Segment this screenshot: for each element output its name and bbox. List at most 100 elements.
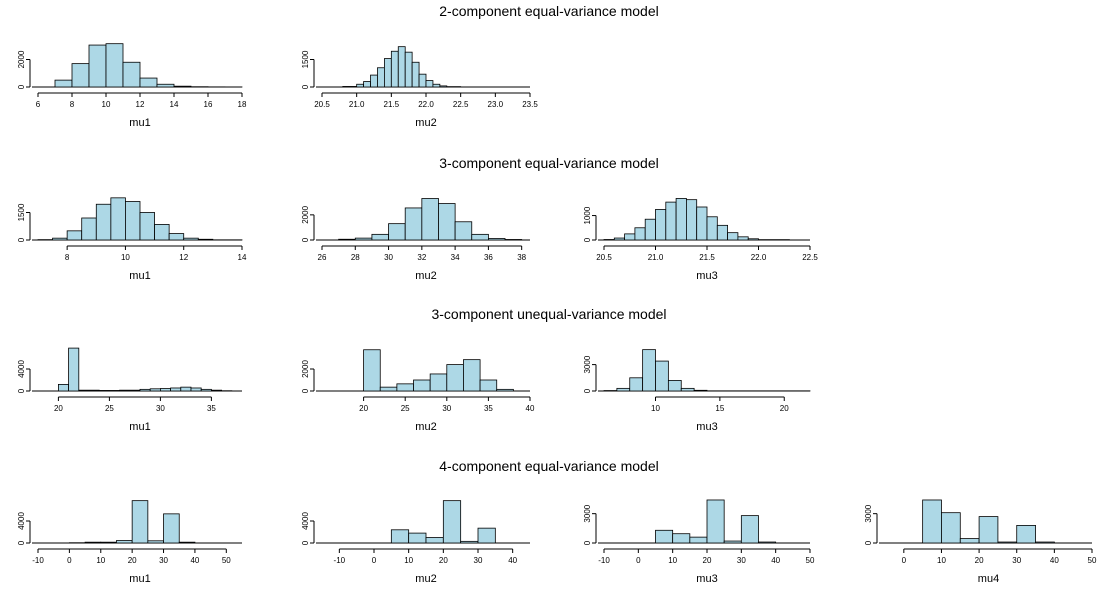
y-tick-label: 0 (583, 540, 592, 545)
histogram-bar (696, 206, 708, 241)
x-axis-label: mu3 (696, 421, 717, 433)
histogram-bar (727, 232, 739, 241)
histogram-bar (363, 349, 381, 392)
histogram-bar (629, 377, 644, 392)
histogram-bar (706, 216, 718, 241)
histogram-bar (613, 237, 625, 241)
x-tick-label: 12 (136, 100, 145, 109)
histogram-bar (442, 500, 462, 544)
histogram-bar (338, 238, 356, 241)
histogram-bar (139, 212, 155, 241)
x-axis-label: mu2 (415, 117, 436, 129)
histogram-bar (496, 388, 514, 392)
x-tick-label: 25 (105, 404, 114, 413)
x-tick-label: 30 (156, 404, 165, 413)
x-tick-label: 21.0 (648, 253, 664, 262)
histogram-bar (147, 540, 164, 544)
histogram-bar (425, 537, 444, 544)
x-tick-label: 0 (902, 556, 907, 565)
y-tick-label: 1500 (17, 203, 26, 221)
histogram-bar (723, 540, 742, 544)
histogram-panel-9: -10 0 10 20 30 40 50 0 4000 mu1 (17, 500, 242, 585)
histogram-bar (959, 538, 980, 544)
histogram-bar (693, 389, 708, 392)
histogram-bar (154, 224, 170, 241)
histogram-bar (178, 541, 196, 544)
histogram-bar (370, 74, 378, 88)
histogram-bar (425, 80, 434, 88)
histogram-bar (655, 529, 674, 544)
histogram-bar (644, 218, 656, 241)
histogram-bar (404, 51, 413, 88)
histogram-bar (740, 515, 759, 544)
histogram-bar (200, 388, 212, 392)
histogram-bar (68, 347, 80, 392)
histogram-bar (71, 63, 90, 88)
x-tick-label: 10 (404, 556, 413, 565)
histogram-bar (675, 198, 687, 241)
histogram-bar (54, 79, 73, 88)
x-tick-label: 30 (737, 556, 746, 565)
y-tick-label: 4000 (17, 360, 26, 378)
histogram-bar (706, 499, 725, 544)
x-tick-label: 18 (238, 100, 247, 109)
histogram-bar (716, 224, 728, 241)
x-tick-label: 10 (121, 253, 130, 262)
histogram-bar (642, 349, 656, 392)
x-axis-label: mu1 (129, 117, 150, 129)
histogram-bar (156, 83, 175, 88)
histogram-bar (159, 388, 171, 392)
histogram-bar (454, 221, 473, 241)
x-tick-label: 20.5 (314, 100, 330, 109)
histogram-bar (149, 388, 161, 392)
x-tick-label: 10 (96, 556, 105, 565)
histogram-bar (390, 50, 399, 88)
histogram-bar (170, 387, 182, 392)
y-tick-label: 2000 (301, 205, 310, 223)
x-tick-label: 10 (668, 556, 677, 565)
histogram-panel-5: 20.5 21.0 21.5 22.0 22.5 0 1000 mu3 (583, 198, 818, 282)
x-tick-label: 20 (128, 556, 137, 565)
histogram-bar (446, 364, 464, 392)
histogram-panel-12: 0 10 20 30 40 50 0 3000 mu4 (864, 499, 1097, 585)
histogram-bar (383, 58, 392, 88)
y-tick-label: 1500 (301, 50, 310, 68)
histogram-bar (1016, 525, 1036, 544)
histogram-bar (354, 237, 373, 241)
x-tick-label: 0 (636, 556, 641, 565)
histogram-bar (210, 389, 222, 392)
histogram-bar (680, 387, 695, 392)
y-tick-label: 0 (583, 388, 592, 393)
y-tick-label: 0 (17, 237, 26, 242)
histogram-bar (116, 540, 133, 544)
histogram-bar (941, 512, 961, 544)
y-tick-label: 3000 (864, 504, 873, 522)
histogram-bar (100, 541, 117, 544)
histogram-bar (88, 44, 107, 88)
x-tick-label: 21.5 (384, 100, 400, 109)
x-tick-label: 40 (526, 404, 535, 413)
x-tick-label: 30 (474, 556, 483, 565)
x-tick-label: 30 (442, 404, 451, 413)
x-tick-label: 28 (351, 253, 360, 262)
histogram-bar (438, 203, 456, 241)
histogram-bar (58, 383, 70, 392)
histogram-bar (421, 198, 439, 241)
histogram-bar (98, 390, 120, 392)
histogram-panel-4: 26 28 30 32 34 36 38 0 2000 mu2 (301, 198, 530, 282)
x-tick-label: 34 (451, 253, 460, 262)
row-title-4: 4-component equal-variance model (439, 458, 659, 474)
x-tick-label: 8 (65, 253, 70, 262)
x-tick-label: 20 (780, 404, 789, 413)
histogram-bar (504, 239, 523, 241)
x-tick-label: 35 (207, 404, 216, 413)
x-axis-label: mu2 (415, 270, 436, 282)
x-tick-label: 20 (975, 556, 984, 565)
histogram-bar (667, 380, 682, 392)
y-tick-label: 0 (864, 540, 873, 545)
histogram-bar (616, 387, 631, 392)
x-tick-label: 36 (484, 253, 493, 262)
histogram-bar (429, 373, 448, 392)
histogram-bar (439, 85, 448, 88)
histogram-bar (463, 359, 481, 392)
